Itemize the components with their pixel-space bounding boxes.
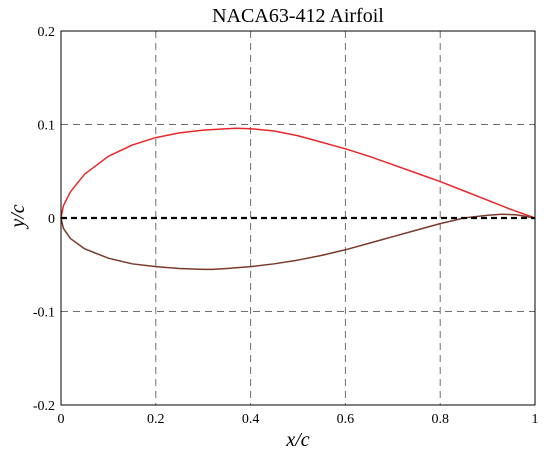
y-axis-label: y/c — [7, 204, 29, 229]
series-lines — [60, 127, 536, 271]
lower-surface-line — [60, 213, 536, 271]
y-tick-label: -0.1 — [33, 306, 55, 321]
x-axis-label: x/c — [285, 429, 309, 451]
x-tick-label: 0.2 — [147, 412, 165, 427]
x-tick-label: 0 — [58, 412, 65, 427]
y-tick-label: 0.2 — [38, 25, 56, 40]
x-tick-label: 0.4 — [242, 412, 260, 427]
x-tick-label: 0.8 — [431, 412, 449, 427]
y-tick-label: -0.2 — [33, 399, 55, 414]
y-tick-label: 0 — [48, 212, 55, 227]
x-tick-label: 1 — [532, 412, 539, 427]
plot-frame — [60, 30, 536, 406]
x-tick-label: 0.6 — [337, 412, 355, 427]
tick-labels: 0 0.2 0.4 0.6 0.8 1 -0.2 -0.1 0 0.1 0.2 — [33, 25, 539, 427]
y-tick-label: 0.1 — [38, 119, 56, 134]
upper-surface-line — [60, 127, 536, 219]
chart-title: NACA63-412 Airfoil — [212, 5, 384, 27]
